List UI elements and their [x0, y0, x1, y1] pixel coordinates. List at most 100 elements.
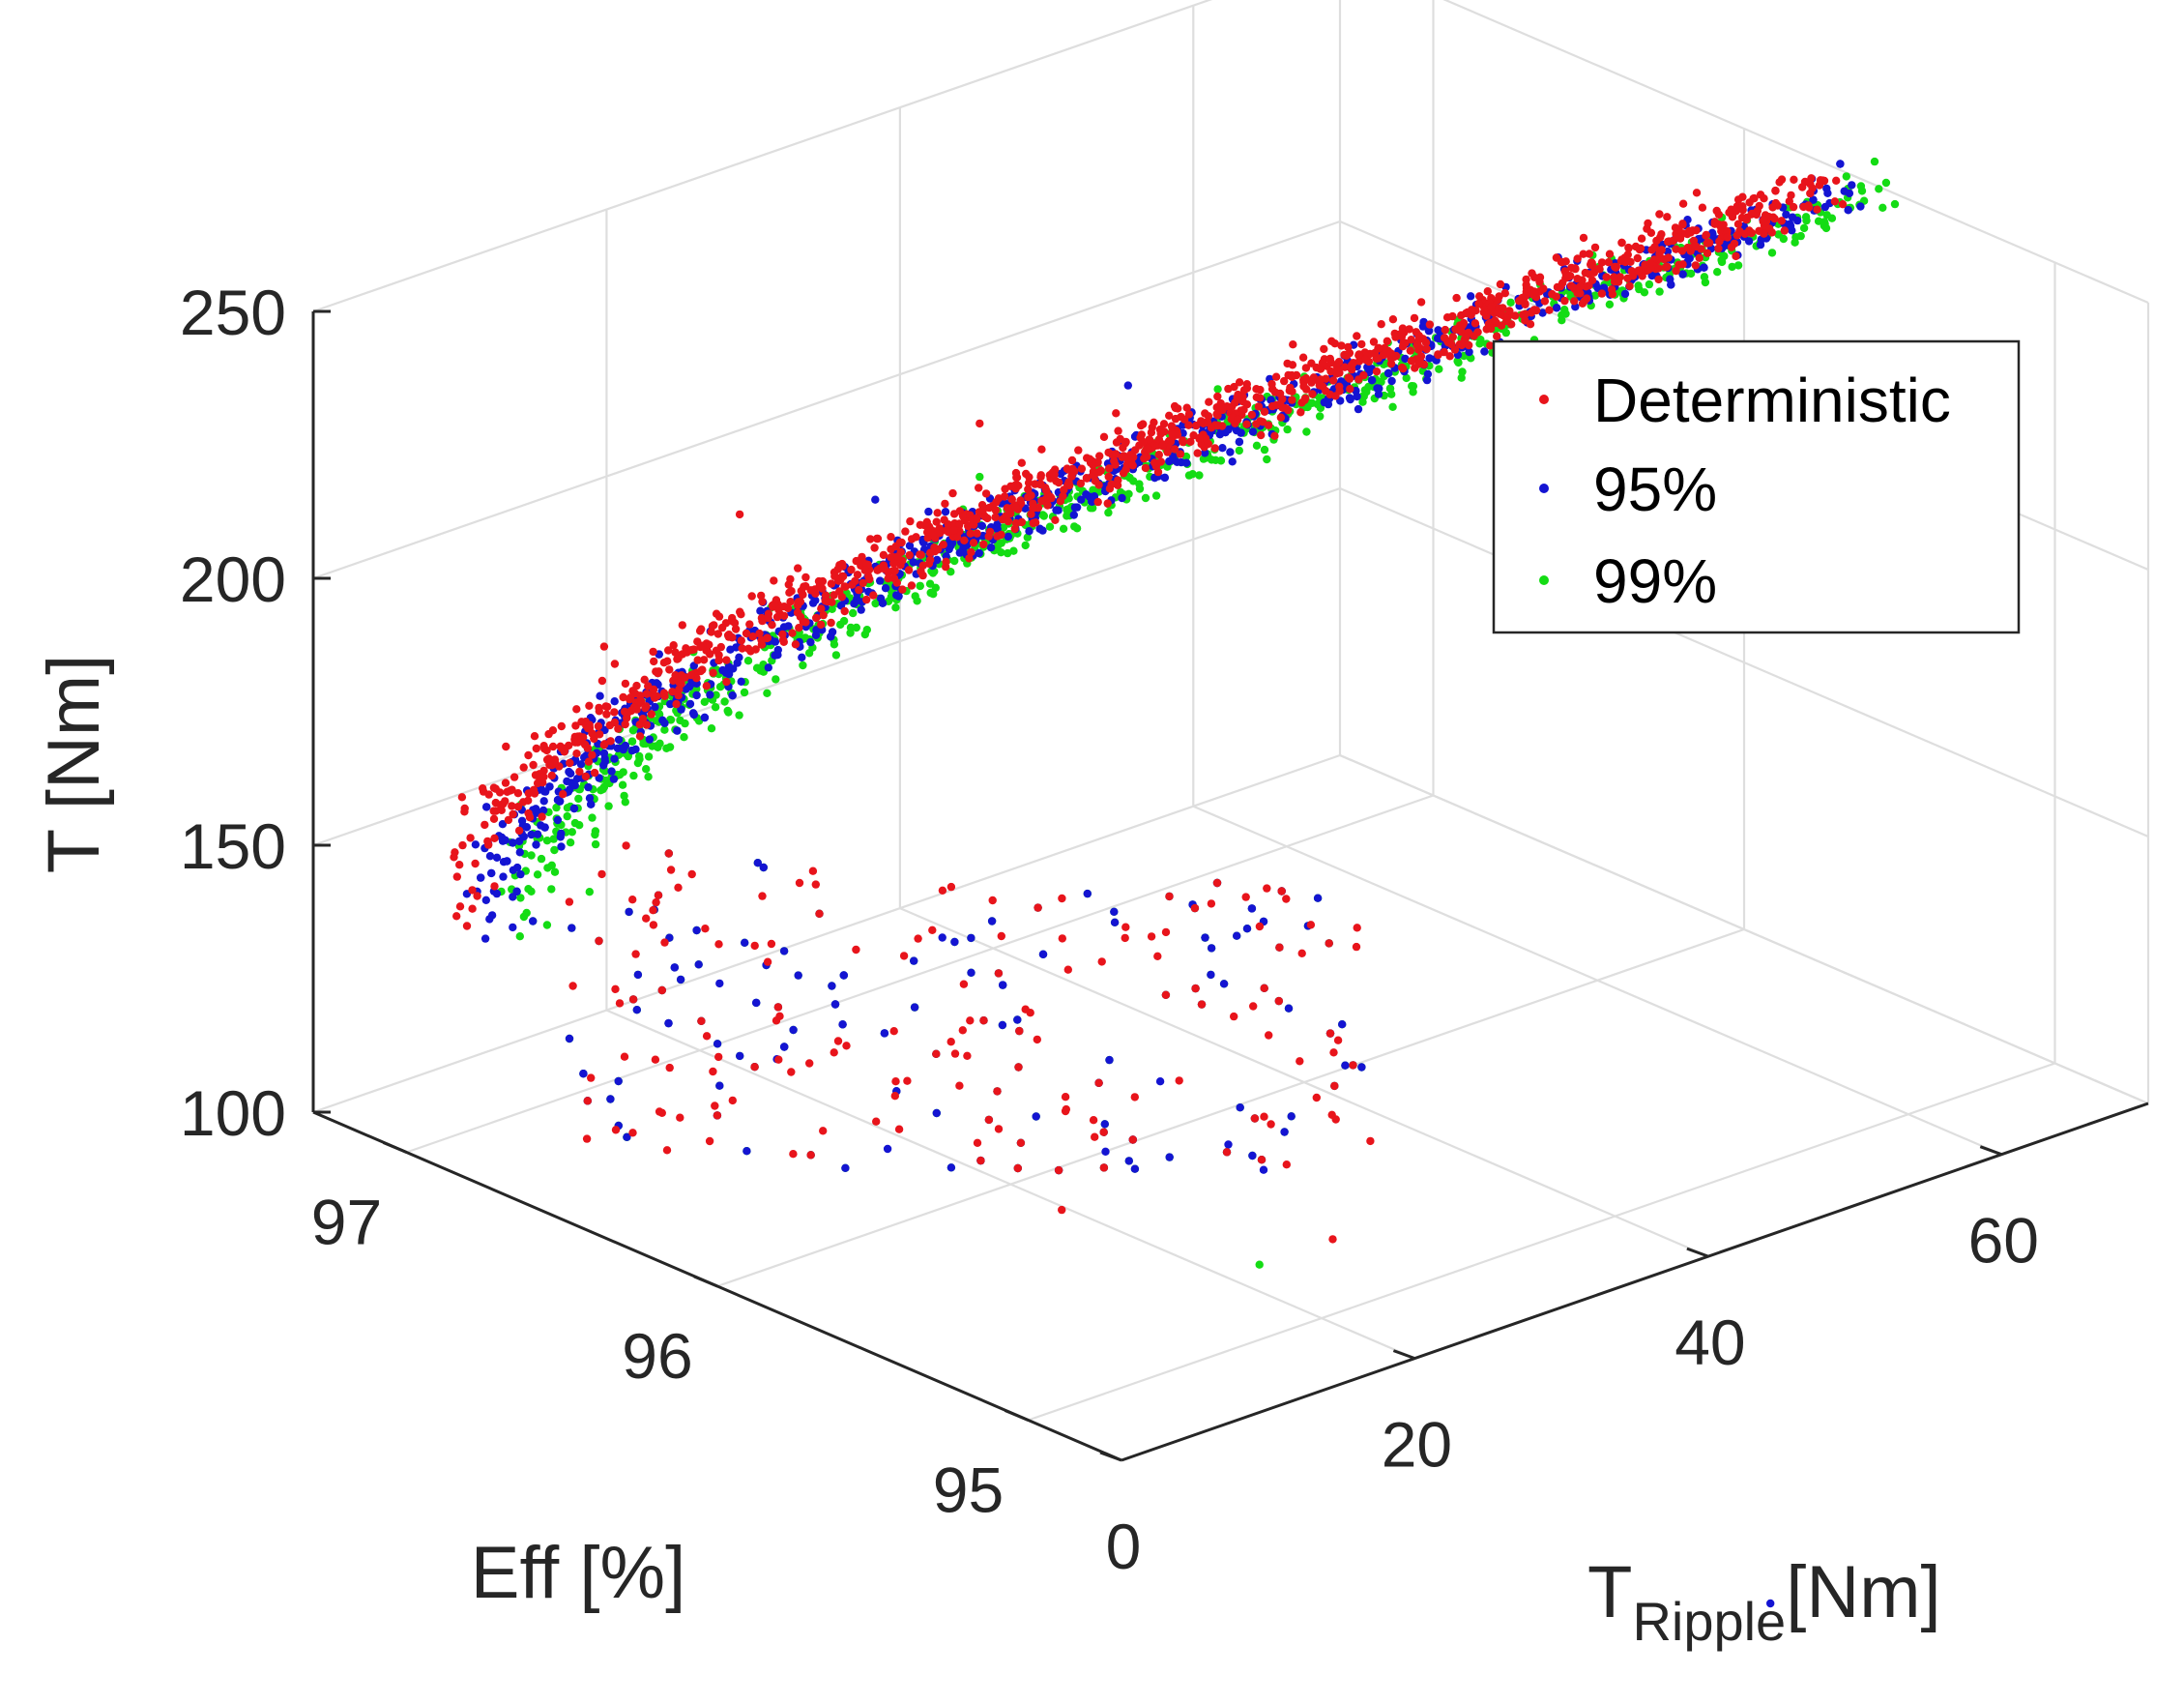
data-point	[1419, 317, 1428, 327]
data-point	[671, 671, 680, 680]
data-point	[1095, 452, 1104, 460]
data-point	[615, 999, 625, 1008]
data-point	[1302, 427, 1311, 436]
data-point	[519, 798, 528, 807]
data-point	[907, 581, 917, 590]
data-point	[750, 1063, 759, 1072]
data-point	[1035, 524, 1044, 533]
x-tick-label: 60	[1968, 1205, 2039, 1277]
data-point	[601, 702, 610, 711]
data-point	[530, 732, 539, 741]
x-axis-label-tail: [Nm]	[1786, 1551, 1940, 1633]
data-point	[869, 591, 878, 600]
data-point	[1067, 455, 1077, 465]
data-point	[1353, 924, 1361, 932]
data-point	[890, 1092, 899, 1101]
data-point	[889, 573, 899, 583]
data-point	[1021, 541, 1030, 550]
grid-line-backwall-z	[312, 753, 1341, 1114]
data-point	[1069, 511, 1079, 519]
data-point	[1052, 506, 1061, 514]
data-point	[1375, 384, 1383, 393]
data-point	[487, 868, 496, 878]
data-point	[620, 707, 629, 717]
data-point	[949, 526, 958, 535]
data-point	[795, 624, 803, 632]
data-point	[905, 542, 915, 550]
data-point	[1766, 1599, 1775, 1608]
data-point	[975, 484, 983, 492]
data-point	[1529, 288, 1539, 298]
data-point	[692, 690, 701, 700]
data-point	[862, 595, 871, 604]
data-point	[1667, 280, 1675, 289]
data-point	[880, 565, 889, 573]
data-point	[568, 828, 576, 837]
data-point	[485, 852, 495, 861]
data-point	[1082, 474, 1092, 483]
data-point	[763, 957, 772, 966]
data-point	[1822, 184, 1831, 193]
data-point	[831, 651, 841, 660]
data-point	[743, 657, 753, 665]
data-point	[670, 963, 679, 972]
data-point	[654, 668, 662, 678]
data-point	[755, 629, 764, 638]
grid-line-backwall-z	[312, 0, 1213, 313]
data-point	[583, 744, 593, 752]
data-point	[1625, 281, 1634, 290]
data-point	[983, 514, 992, 523]
data-point	[1545, 306, 1554, 314]
data-point	[1475, 339, 1484, 348]
data-point	[606, 737, 615, 746]
data-point	[1506, 298, 1515, 307]
data-point	[1383, 337, 1392, 345]
data-point	[1832, 176, 1841, 185]
grid-line-backwall-z	[312, 486, 1341, 847]
data-point	[946, 882, 956, 892]
data-point	[1434, 334, 1442, 342]
data-point	[1357, 339, 1366, 349]
data-point	[1354, 351, 1363, 360]
data-point	[702, 1032, 712, 1041]
data-point	[1780, 226, 1790, 235]
data-point	[1004, 516, 1013, 526]
data-point	[779, 947, 789, 955]
data-point	[1453, 357, 1462, 366]
data-point	[1318, 359, 1327, 367]
data-point	[686, 670, 696, 680]
data-point	[1161, 990, 1171, 1000]
data-point	[1016, 496, 1025, 505]
data-point	[649, 685, 658, 694]
data-point	[1171, 414, 1180, 424]
data-point	[1678, 260, 1687, 269]
data-point	[1384, 368, 1393, 378]
data-point	[903, 1076, 912, 1085]
data-point	[753, 859, 762, 867]
data-point	[1263, 884, 1271, 893]
data-point	[1580, 297, 1589, 306]
data-point	[1678, 270, 1687, 279]
data-point	[1881, 178, 1891, 188]
data-point	[574, 794, 583, 804]
data-point	[1056, 497, 1065, 506]
data-point	[455, 861, 464, 869]
data-point	[801, 582, 810, 591]
data-point	[642, 720, 651, 729]
data-point	[999, 981, 1007, 989]
data-point	[597, 869, 606, 879]
z-tick-label: 250	[180, 277, 286, 348]
data-point	[1594, 264, 1604, 274]
data-point	[785, 588, 794, 597]
data-point	[1046, 492, 1055, 501]
data-point	[628, 1129, 637, 1137]
data-point	[997, 931, 1006, 941]
data-point	[480, 934, 490, 943]
data-point	[1287, 1112, 1296, 1121]
data-point	[539, 797, 548, 806]
data-point	[1635, 245, 1645, 254]
data-point	[1267, 379, 1276, 389]
data-point	[830, 1048, 838, 1057]
data-point	[533, 870, 542, 879]
data-point	[969, 539, 978, 547]
